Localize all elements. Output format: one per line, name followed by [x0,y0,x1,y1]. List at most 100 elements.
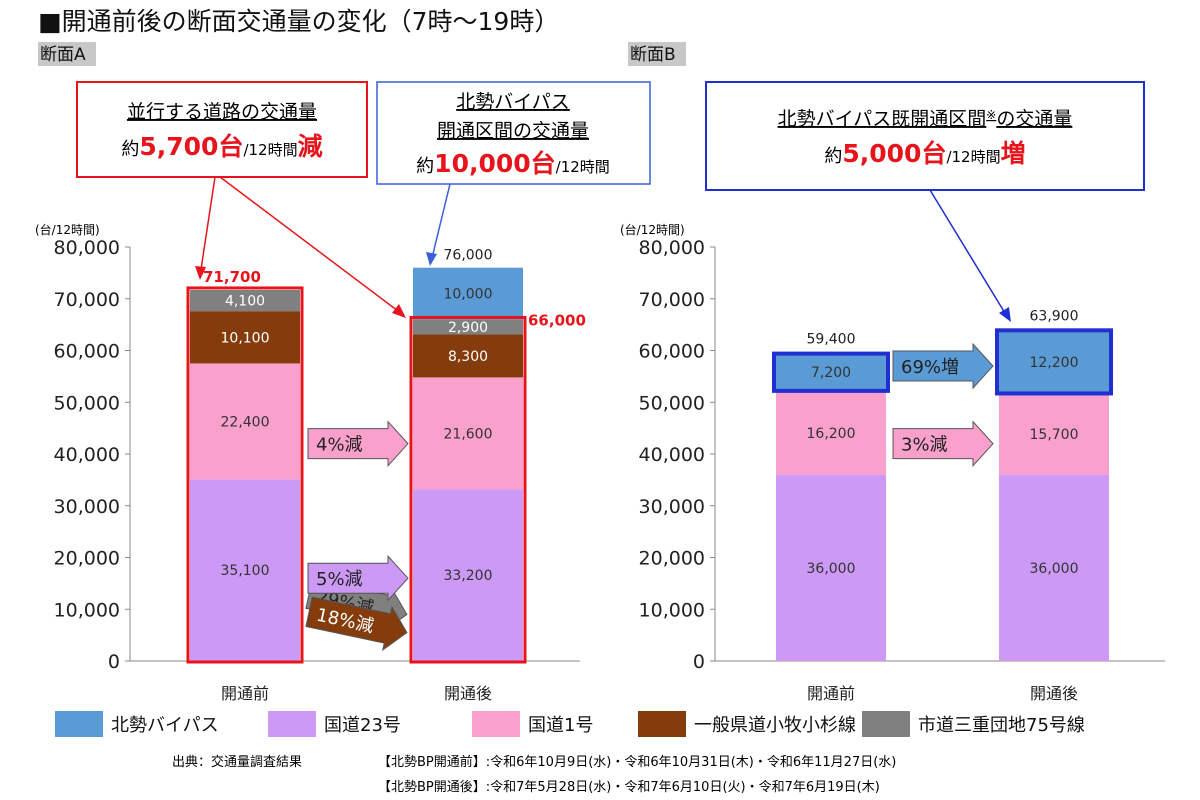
y-tick-label: 70,000 [54,289,120,311]
legend-label: 国道1号 [528,715,593,736]
y-tick-label: 10,000 [54,599,120,621]
plot-b: (台/12時間) 0 10,000 20,000 30,000 40,000 50,000 6… [620,222,1165,703]
bar-segment-route1 [999,393,1109,475]
y-tick-label: 20,000 [639,548,705,570]
y-tick-label: 80,000 [639,237,705,259]
callout-bypass-section: 北勢バイパス 開通区間の交通量 約10,000台/12時間 [376,81,651,185]
svg-text:約5,000台/12時間増: 約5,000台/12時間増 [824,139,1025,168]
bar-segment-bypass [776,353,886,391]
block-arrow-icon [307,554,409,602]
svg-text:北勢バイパス: 北勢バイパス [456,91,570,113]
y-tick-label: 50,000 [639,392,705,414]
y-axis-unit-label: (台/12時間) [620,222,685,237]
y-tick-label: 30,000 [54,496,120,518]
svg-text:約10,000台/12時間: 約10,000台/12時間 [416,149,610,178]
parallel-roads-highlight [409,315,527,664]
parallel-roads-highlight [186,286,304,664]
page-title: ■開通前後の断面交通量の変化（7時〜19時） [38,7,559,36]
block-arrow-icon [892,420,994,467]
change-arrow: 3%減 [892,420,994,467]
segment-value-label: 36,000 [807,561,856,577]
source-after-dates: 【北勢BP開通後】:令和7年5月28日(水)・令和7年6月10日(火)・令和7年… [378,780,880,795]
legend-swatch [472,711,520,737]
source-before-dates: 【北勢BP開通前】:令和6年10月9日(水)・令和6年10月31日(木)・令和6… [378,754,896,770]
segment-value-label: 10,000 [444,287,493,303]
y-tick-label: 30,000 [639,496,705,518]
y-tick-label: 0 [693,651,705,673]
section-a-label: 断面A [40,45,86,65]
bar-segment-route1 [413,377,523,490]
pointer-line [929,189,1009,319]
y-tick-label: 10,000 [639,599,705,621]
callout-bypass-existing: 北勢バイパス既開通区間※の交通量 約5,000台/12時間増 [705,81,1145,191]
segment-value-label: 21,600 [444,426,493,442]
bypass-highlight [995,328,1113,396]
y-tick-label: 60,000 [54,341,120,363]
pointer-line [219,176,403,315]
segment-value-label: 22,400 [221,414,270,430]
section-a-label-bg [38,42,96,66]
legend-item-city_road: 市道三重団地75号線 [862,711,1085,737]
bar-segment-bypass [999,330,1109,394]
pointer-arrowhead [999,307,1011,322]
change-arrow: 4%減 [307,420,409,467]
plot-a: (台/12時間) 0 10,000 20,000 30,000 40,000 50,000 6… [35,222,586,703]
bar-total-label: 76,000 [444,248,493,264]
bar-segment-route23 [190,479,300,661]
block-arrow-icon [305,596,408,652]
bar-segment-route23 [776,474,886,661]
svg-text:北勢バイパス既開通区間※の交通量: 北勢バイパス既開通区間※の交通量 [778,108,1073,130]
segment-value-label: 16,200 [807,426,856,442]
block-arrow-icon [307,420,409,467]
y-tick-label: 70,000 [639,289,705,311]
section-b-label-bg [628,42,686,66]
section-b-label: 断面B [630,45,676,65]
segment-value-label: 2,900 [448,320,488,336]
bar-segment-pref_road [413,334,523,378]
svg-text:並行する道路の交通量: 並行する道路の交通量 [127,101,317,123]
bar-total-label: 63,900 [1030,308,1079,324]
x-category-label: 開通前 [221,684,269,703]
legend-swatch [638,711,686,737]
y-tick-label: 80,000 [54,237,120,259]
segment-value-label: 4,100 [225,294,265,310]
svg-text:約5,700台/12時間減: 約5,700台/12時間減 [121,132,322,161]
svg-text:開通区間の交通量: 開通区間の交通量 [437,120,589,142]
legend-item-bypass: 北勢バイパス [55,711,219,737]
pointer-arrowhead [392,304,406,318]
bar-segment-city_road [413,319,523,335]
x-category-label: 開通前 [807,684,855,703]
bar-segment-city_road [190,289,300,312]
legend-label: 国道23号 [324,715,401,736]
legend-label: 市道三重団地75号線 [918,715,1085,736]
bar-segment-route23 [999,474,1109,661]
bar-segment-pref_road [190,311,300,364]
legend-label: 北勢バイパス [111,715,219,736]
legend-label: 一般県道小牧小杉線 [694,715,856,736]
y-tick-label: 40,000 [639,444,705,466]
legend-item-pref_road: 一般県道小牧小杉線 [638,711,856,737]
segment-value-label: 36,000 [1030,561,1079,577]
source-label: 出典：交通量調査結果 [172,754,302,770]
bypass-highlight [772,351,890,393]
bar-segment-route1 [776,390,886,475]
pointer-arrowhead [195,266,206,280]
bar-segment-bypass [413,267,523,320]
segment-value-label: 35,100 [221,563,270,579]
callout-pointers [195,176,1011,322]
segment-value-label: 10,100 [221,330,270,346]
y-tick-label: 0 [108,651,120,673]
legend: 北勢バイパス 国道23号 国道1号 一般県道小牧小杉線 市道三重団地75号線 [55,711,1085,737]
legend-swatch [862,711,910,737]
segment-value-label: 15,700 [1030,427,1079,443]
y-tick-label: 40,000 [54,444,120,466]
pointer-line [199,176,216,277]
pointer-line [430,183,451,263]
y-axis-unit-label: (台/12時間) [35,222,100,237]
x-category-label: 開通後 [444,684,492,703]
change-label: 5%減 [316,569,363,590]
y-tick-label: 60,000 [639,341,705,363]
change-label: 3%減 [901,435,948,456]
parallel-total-label: 66,000 [528,311,586,329]
legend-swatch [268,711,316,737]
